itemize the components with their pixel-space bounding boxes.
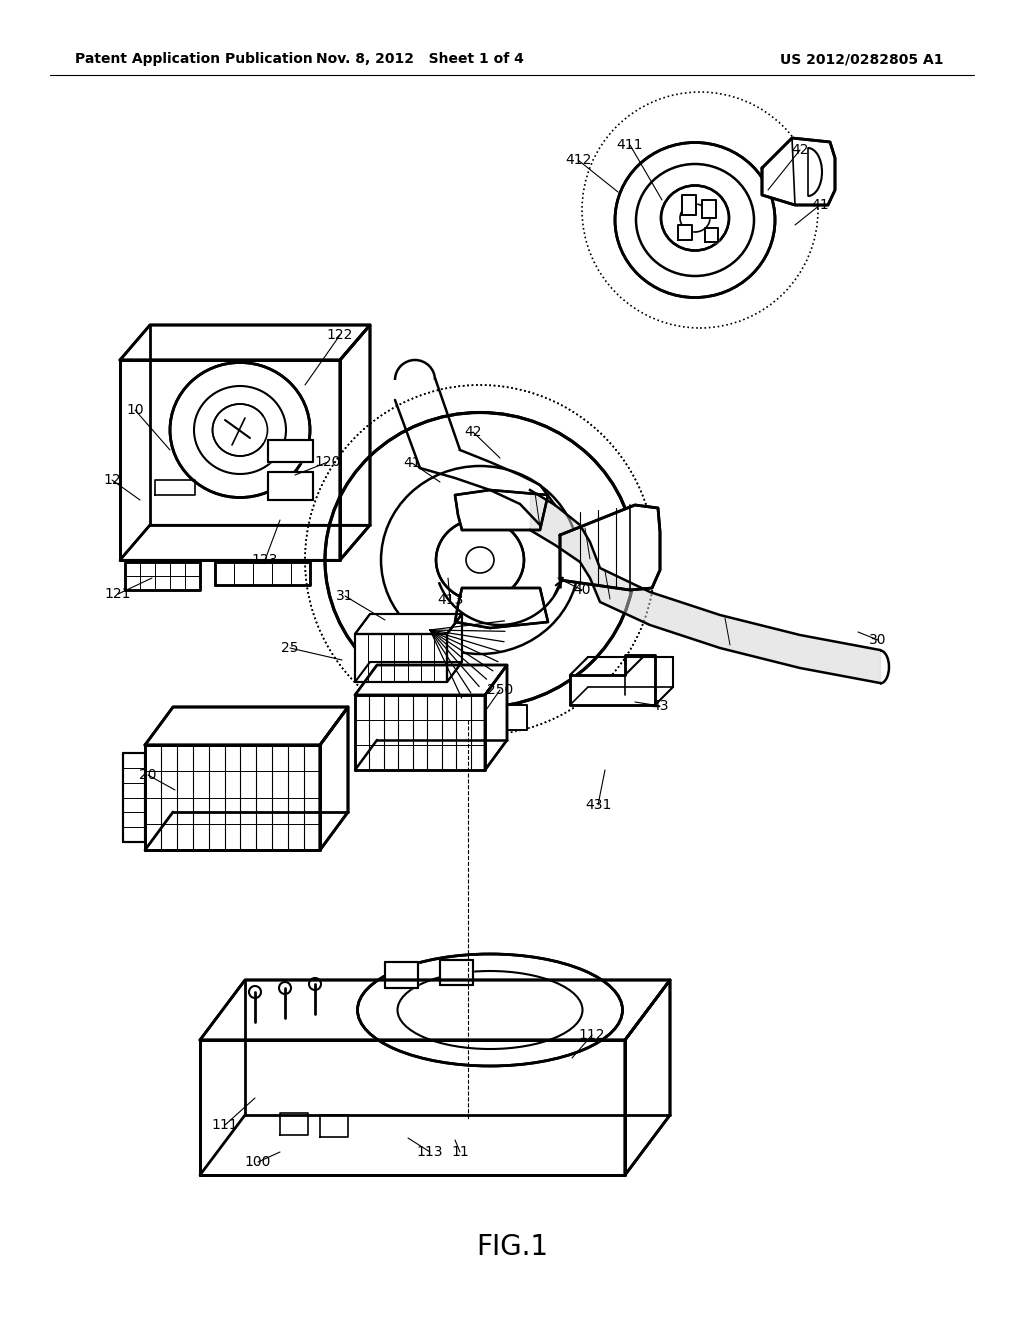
Text: 43: 43 [651, 700, 669, 713]
Polygon shape [200, 979, 670, 1040]
Text: US 2012/0282805 A1: US 2012/0282805 A1 [780, 53, 943, 66]
Polygon shape [485, 665, 507, 770]
Polygon shape [560, 506, 660, 590]
Text: 11: 11 [452, 1144, 469, 1159]
Polygon shape [200, 1040, 625, 1175]
Polygon shape [762, 139, 835, 205]
Text: 431: 431 [585, 799, 611, 812]
Polygon shape [120, 525, 370, 560]
Text: 42: 42 [792, 143, 809, 157]
Polygon shape [625, 979, 670, 1175]
Text: 111: 111 [212, 1118, 239, 1133]
Text: 12: 12 [103, 473, 121, 487]
Text: 411: 411 [616, 139, 643, 152]
Polygon shape [702, 201, 716, 218]
Text: 40: 40 [573, 583, 591, 597]
Text: 121: 121 [104, 587, 131, 601]
Polygon shape [215, 562, 310, 585]
Ellipse shape [325, 412, 635, 708]
Text: Patent Application Publication: Patent Application Publication [75, 53, 312, 66]
Text: 250: 250 [486, 682, 513, 697]
Ellipse shape [436, 519, 524, 601]
Polygon shape [145, 708, 348, 744]
Text: 123: 123 [252, 553, 279, 568]
Polygon shape [507, 705, 527, 730]
Polygon shape [682, 195, 696, 215]
Polygon shape [385, 962, 418, 987]
Polygon shape [440, 960, 473, 985]
Polygon shape [120, 360, 340, 560]
Text: 112: 112 [579, 1028, 605, 1041]
Polygon shape [120, 325, 370, 360]
Polygon shape [340, 325, 370, 560]
Polygon shape [319, 708, 348, 850]
Text: 122: 122 [327, 327, 353, 342]
Polygon shape [705, 228, 718, 242]
Polygon shape [455, 587, 548, 628]
Text: 31: 31 [336, 589, 354, 603]
Text: 25: 25 [282, 642, 299, 655]
Text: 41: 41 [403, 455, 421, 470]
Ellipse shape [357, 954, 623, 1067]
Text: 30: 30 [869, 634, 887, 647]
Polygon shape [570, 655, 655, 705]
Text: 413: 413 [437, 593, 463, 607]
Text: 412: 412 [565, 153, 591, 168]
Text: 41: 41 [811, 198, 828, 213]
Text: 20: 20 [139, 768, 157, 781]
Text: FIG.1: FIG.1 [476, 1233, 548, 1262]
Polygon shape [678, 224, 692, 240]
Text: Nov. 8, 2012   Sheet 1 of 4: Nov. 8, 2012 Sheet 1 of 4 [316, 53, 524, 66]
Polygon shape [355, 614, 462, 634]
Text: 100: 100 [245, 1155, 271, 1170]
Text: 42: 42 [464, 425, 481, 440]
Polygon shape [145, 744, 319, 850]
Polygon shape [125, 562, 200, 590]
Polygon shape [268, 440, 313, 462]
Ellipse shape [170, 363, 310, 498]
Circle shape [305, 385, 655, 735]
Polygon shape [355, 634, 447, 682]
Polygon shape [455, 490, 548, 531]
Polygon shape [268, 473, 313, 500]
Polygon shape [123, 752, 145, 842]
Text: 120: 120 [314, 455, 341, 469]
Polygon shape [355, 665, 507, 696]
Polygon shape [355, 696, 485, 770]
Ellipse shape [615, 143, 775, 297]
Ellipse shape [662, 186, 729, 251]
Text: 113: 113 [417, 1144, 443, 1159]
Text: 10: 10 [126, 403, 143, 417]
Polygon shape [447, 614, 462, 682]
